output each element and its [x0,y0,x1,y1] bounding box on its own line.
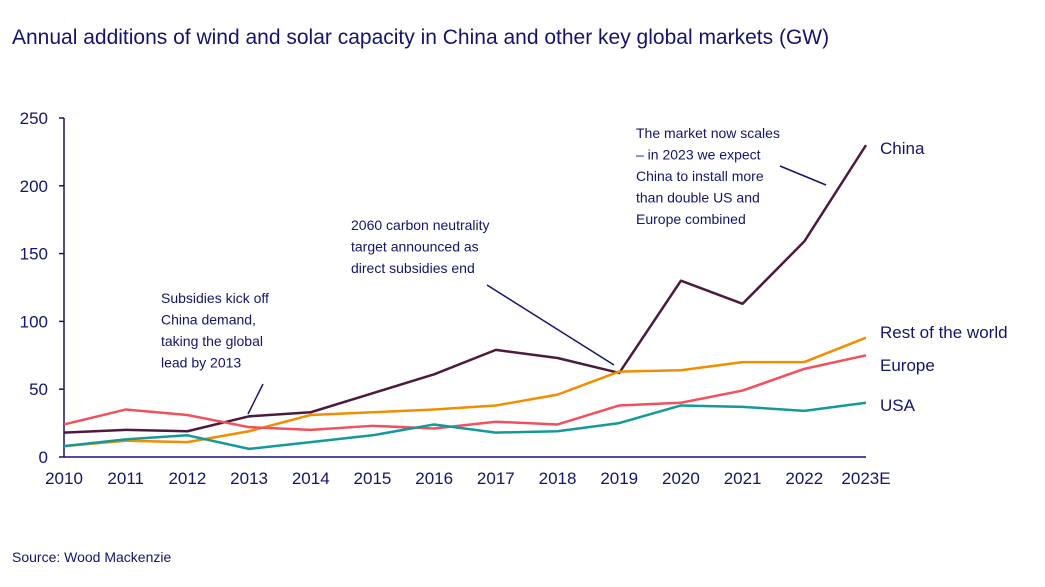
series-line-europe [63,354,867,432]
annotation-leader-line [247,383,264,415]
annotation-text: China to install more [636,168,764,184]
x-tick-label: 2018 [539,469,577,488]
x-tick-label: 2021 [724,469,762,488]
x-tick-label: 2017 [477,469,515,488]
annotation-text: than double US and [636,190,760,206]
y-tick-label: 200 [20,177,48,196]
x-tick-label: 2022 [785,469,823,488]
x-tick-label: 2013 [230,469,268,488]
x-tick-label: 2012 [168,469,206,488]
series-label: Europe [880,356,935,375]
annotation-text: The market now scales [636,125,780,141]
x-tick-label: 2011 [107,469,144,488]
x-tick-label: 2015 [354,469,392,488]
x-tick-label: 2016 [415,469,453,488]
annotation-text: lead by 2013 [161,355,241,371]
annotation-leader-line [486,284,615,366]
y-tick-label: 50 [29,380,48,399]
x-tick-label: 2023E [841,469,890,488]
annotation-text: China demand, [161,312,256,328]
series-label: Rest of the world [880,323,1008,342]
x-tick-label: 2014 [292,469,330,488]
x-tick-label: 2019 [600,469,638,488]
y-tick-label: 250 [20,109,48,128]
y-tick-label: 150 [20,245,48,264]
annotation-text: 2060 carbon neutrality [351,217,490,233]
series-label: China [880,139,925,158]
x-tick-label: 2010 [45,469,83,488]
annotation-text: target announced as [351,239,479,255]
annotation-text: taking the global [161,333,263,349]
source-note: Source: Wood Mackenzie [12,549,172,565]
annotation-text: direct subsidies end [351,260,475,276]
annotation-text: Subsidies kick off [161,290,269,306]
chart-title: Annual additions of wind and solar capac… [12,26,830,49]
series-line-rest-of-the-world [63,336,867,448]
y-tick-label: 100 [20,312,48,331]
x-tick-label: 2020 [662,469,700,488]
annotation-text: – in 2023 we expect [636,147,761,163]
series-line-china [63,144,868,434]
series-label: USA [880,396,916,415]
annotation-leader-line [779,165,827,186]
y-tick-label: 0 [39,448,48,467]
annotation-text: Europe combined [636,211,746,227]
series-line-usa [63,401,867,451]
